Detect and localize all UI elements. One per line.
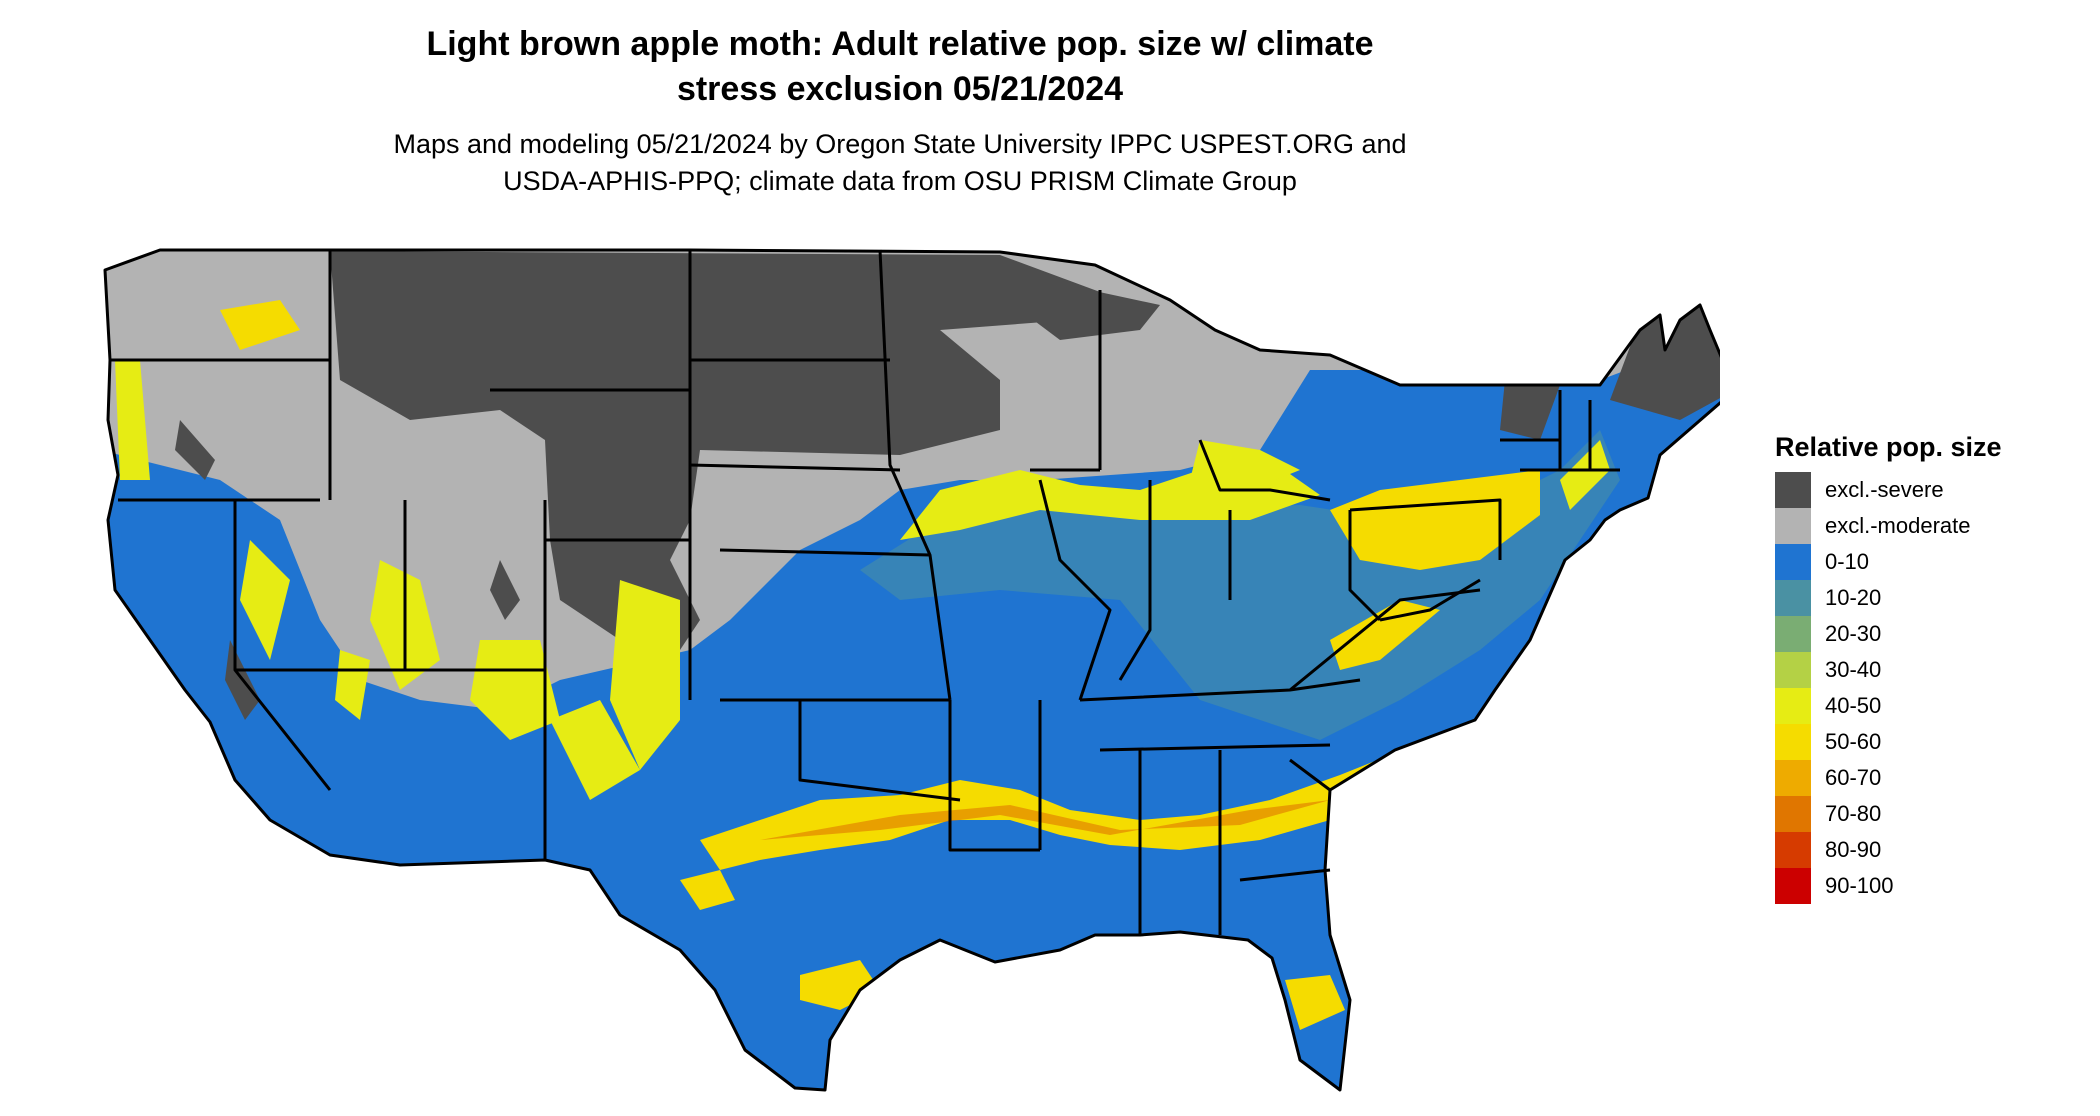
legend-label: 30-40 [1825, 657, 1882, 682]
legend-label: 60-70 [1825, 765, 1882, 790]
legend-title: Relative pop. size [1775, 432, 2002, 462]
legend-swatch [1775, 688, 1811, 724]
legend-swatch [1775, 868, 1811, 904]
legend: Relative pop. size excl.-severe excl.-mod… [1775, 430, 2075, 904]
map-subtitle-line-2: USDA-APHIS-PPQ; climate data from OSU PR… [503, 166, 1297, 196]
legend-item: 10-20 [1775, 580, 2075, 616]
legend-label: 20-30 [1825, 621, 1882, 646]
legend-swatch [1775, 796, 1811, 832]
legend-item: 40-50 [1775, 688, 2075, 724]
us-map [103, 248, 1720, 1092]
legend-label: 0-10 [1825, 549, 1870, 574]
map-title-line-2: stress exclusion 05/21/2024 [676, 70, 1124, 108]
legend-swatch [1775, 580, 1811, 616]
map-title-line-1: Light brown apple moth: Adult relative p… [426, 25, 1374, 63]
map-subtitle: Maps and modeling 05/21/2024 by Oregon S… [250, 126, 1550, 200]
legend-label: 80-90 [1825, 837, 1882, 862]
legend-label: 40-50 [1825, 693, 1882, 718]
legend-item: 70-80 [1775, 796, 2075, 832]
legend-label: 10-20 [1825, 585, 1882, 610]
legend-item: 0-10 [1775, 544, 2075, 580]
legend-label: 70-80 [1825, 801, 1882, 826]
map-title: Light brown apple moth: Adult relative p… [300, 22, 1500, 112]
map-subtitle-line-1: Maps and modeling 05/21/2024 by Oregon S… [393, 129, 1407, 159]
legend-label: 50-60 [1825, 729, 1882, 754]
legend-swatch [1775, 652, 1811, 688]
legend-item: 50-60 [1775, 724, 2075, 760]
legend-label: 90-100 [1825, 873, 1894, 898]
legend-swatch [1775, 616, 1811, 652]
legend-item: 80-90 [1775, 832, 2075, 868]
legend-swatch [1775, 472, 1811, 508]
legend-item: 60-70 [1775, 760, 2075, 796]
legend-swatch [1775, 724, 1811, 760]
legend-swatch [1775, 832, 1811, 868]
legend-items: excl.-severe excl.-moderate 0-10 10-20 20-30… [1775, 472, 2075, 904]
legend-swatch [1775, 508, 1811, 544]
legend-label: excl.-moderate [1825, 513, 1971, 538]
legend-item: excl.-severe [1775, 472, 2075, 508]
legend-item: 30-40 [1775, 652, 2075, 688]
state-boundaries [103, 248, 1720, 1092]
legend-item: 90-100 [1775, 868, 2075, 904]
legend-item: excl.-moderate [1775, 508, 2075, 544]
legend-item: 20-30 [1775, 616, 2075, 652]
legend-label: excl.-severe [1825, 477, 1944, 502]
legend-swatch [1775, 760, 1811, 796]
legend-swatch [1775, 544, 1811, 580]
